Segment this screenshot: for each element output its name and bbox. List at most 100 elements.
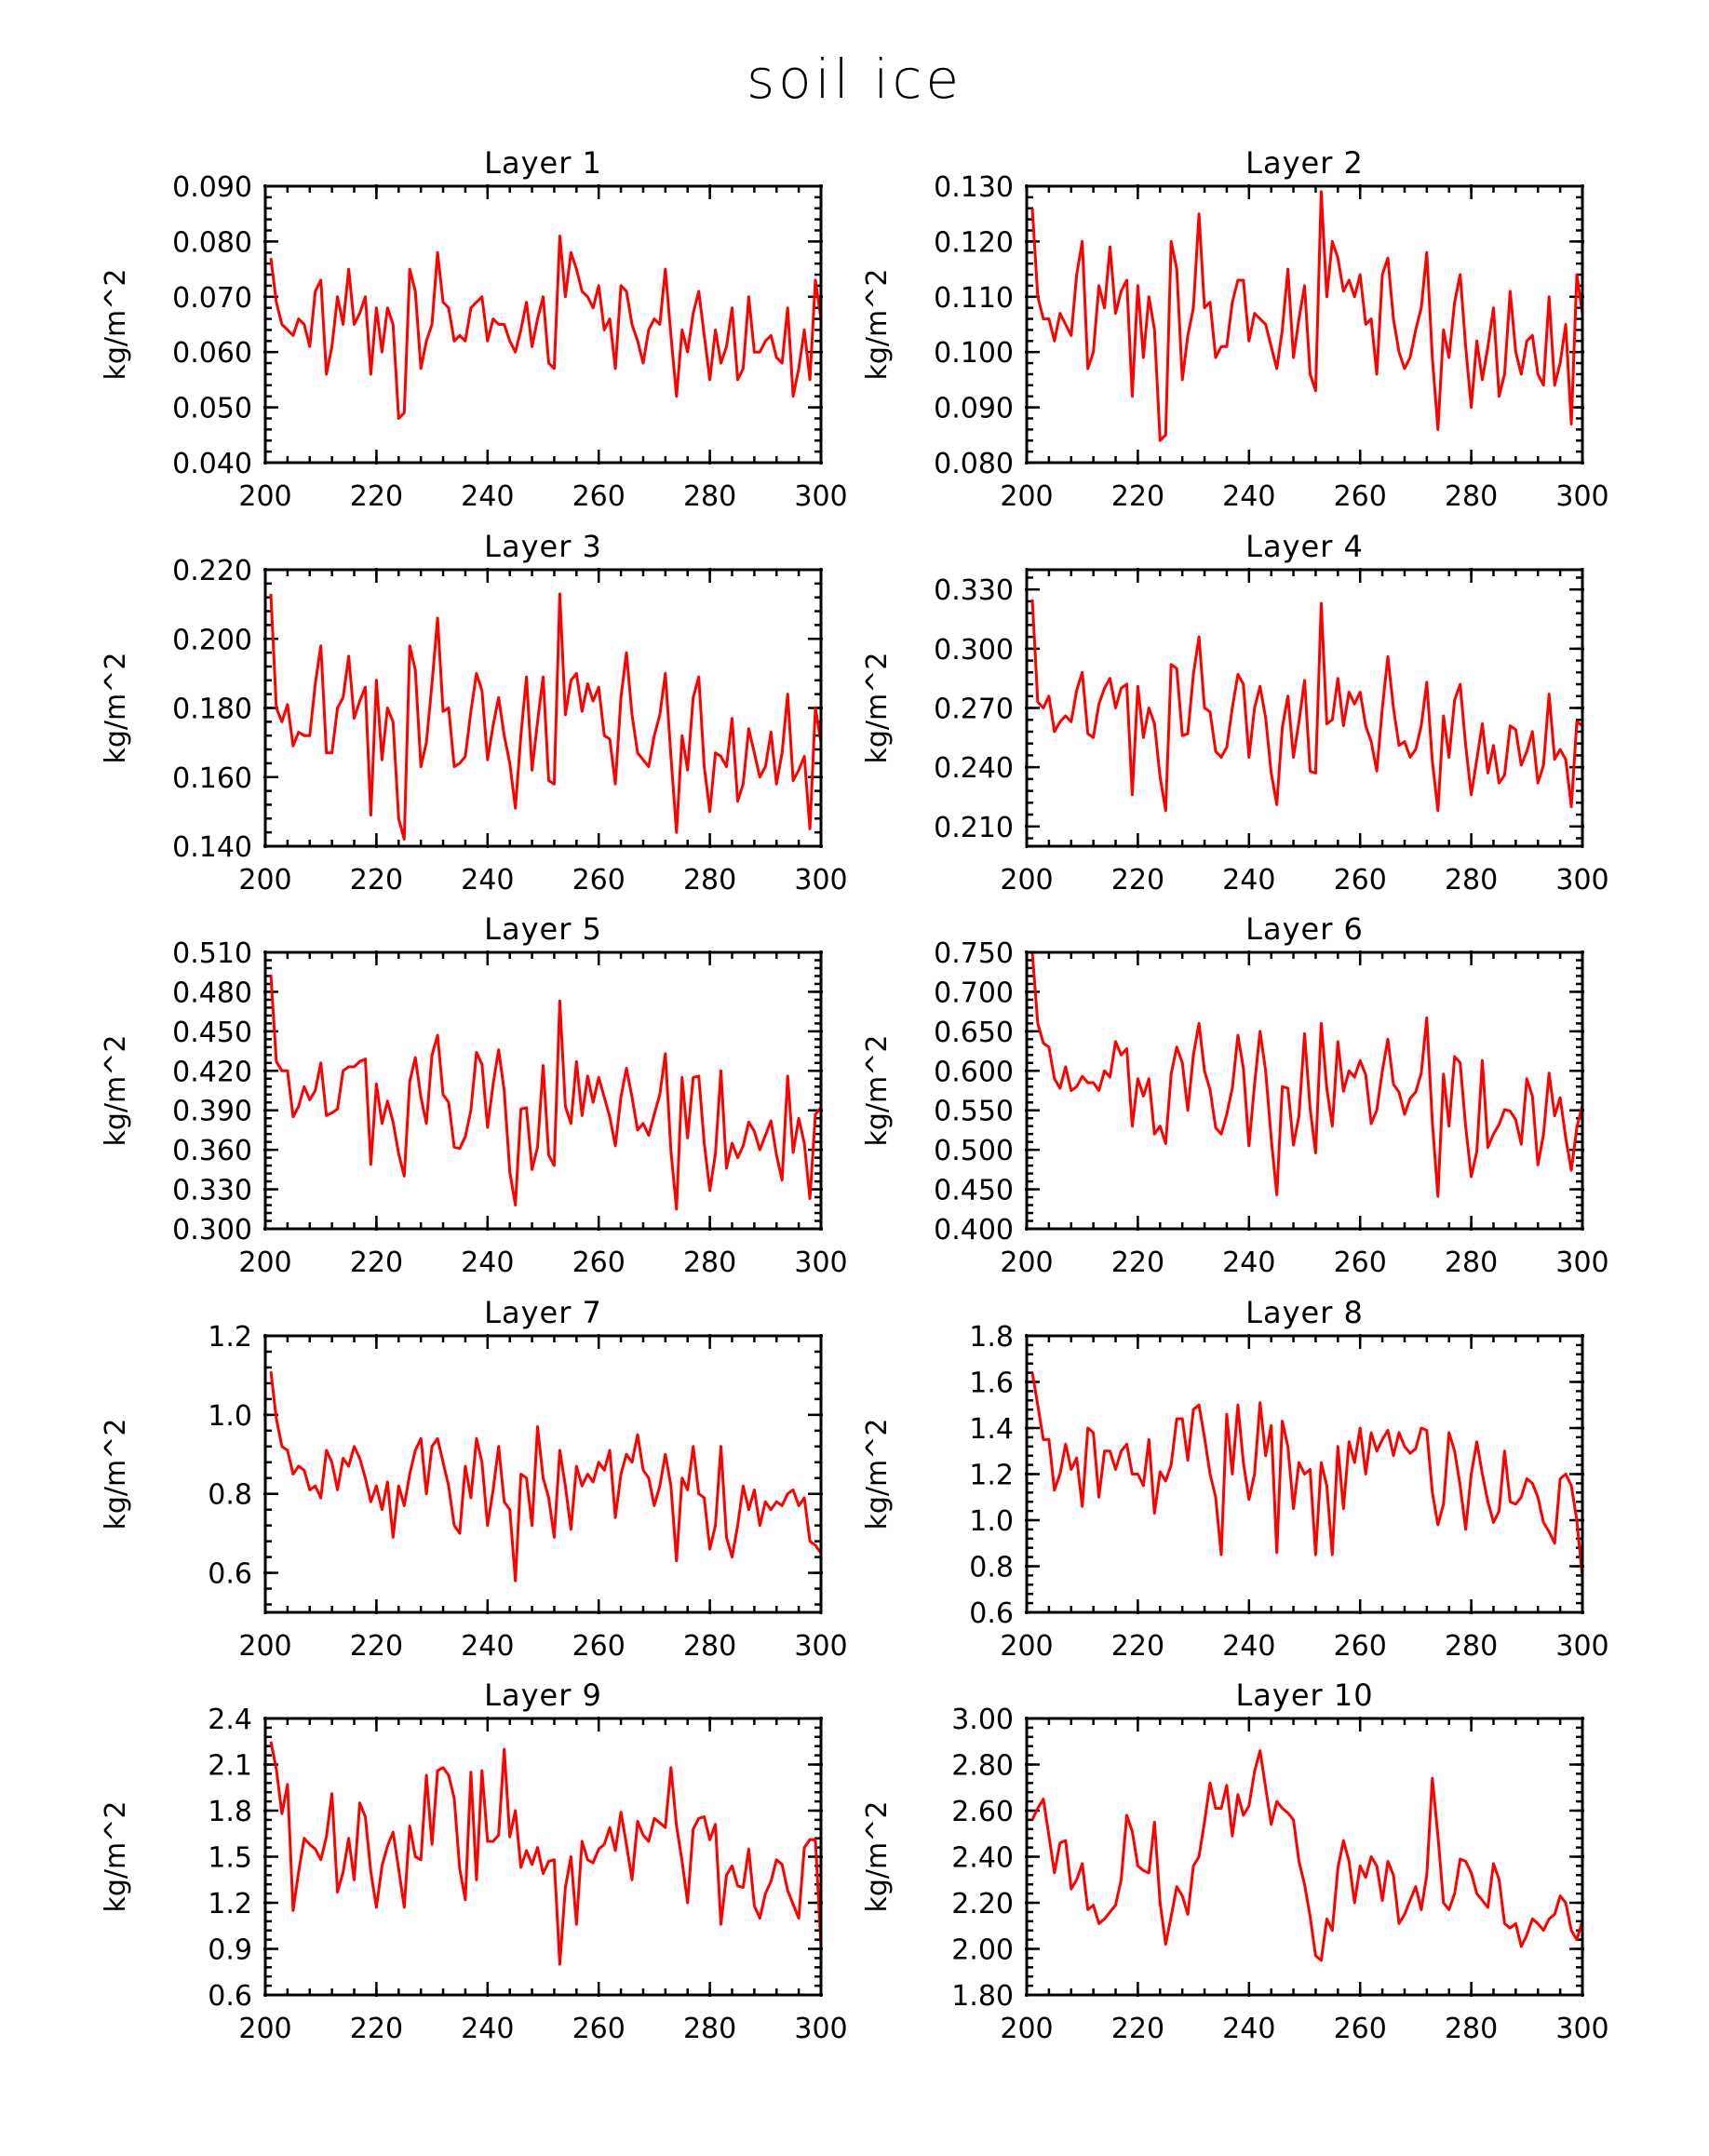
panel-6-xtick-label: 300 — [1555, 1246, 1608, 1279]
panel-6-xtick-label: 220 — [1111, 1246, 1164, 1279]
panel-4-xtick-label: 240 — [1222, 864, 1275, 896]
panel-5-ytick-label: 0.450 — [172, 1017, 252, 1049]
panel-4-xtick-label: 200 — [1000, 864, 1053, 896]
panel-8-xtick-label: 300 — [1555, 1630, 1608, 1663]
panel-5-title: Layer 5 — [484, 911, 602, 947]
panel-2-ytick-label: 0.130 — [934, 171, 1014, 204]
panel-1: Layer 1 kg/m^2 200 220 240 260 280 300 0.040 0.05… — [100, 145, 848, 513]
panel-8-xtick-label: 220 — [1111, 1630, 1164, 1663]
panel-10: Layer 10 kg/m^2 200 220 240 260 280 300 1.80 2.00… — [861, 1678, 1609, 2045]
panel-5-ytick-label: 0.330 — [172, 1175, 252, 1207]
panel-4-title: Layer 4 — [1245, 529, 1364, 564]
panel-10-xtick-label: 200 — [1000, 2013, 1053, 2045]
panel-3: Layer 3 kg/m^2 200 220 240 260 280 300 0.140 0.16… — [100, 529, 848, 896]
panel-2-title: Layer 2 — [1245, 145, 1364, 181]
panel-6-frame — [1025, 950, 1584, 1231]
panel-6: Layer 6 kg/m^2 200 220 240 260 280 300 0.400 0.45… — [861, 911, 1609, 1279]
panel-6-ytick-label: 0.550 — [934, 1096, 1014, 1128]
panel-2-ytick-label: 0.090 — [934, 393, 1014, 425]
panel-2-frame — [1025, 184, 1584, 465]
panel-5-ylabel: kg/m^2 — [100, 1035, 132, 1147]
panel-10-ytick-label: 1.80 — [951, 1980, 1014, 2013]
panel-4: Layer 4 kg/m^2 200 220 240 260 280 300 0.210 0.24… — [861, 529, 1609, 896]
panel-4-xtick-label: 300 — [1555, 864, 1608, 896]
panel-6-ylabel: kg/m^2 — [861, 1035, 894, 1147]
panel-1-title: Layer 1 — [484, 145, 602, 181]
panel-10-frame — [1025, 1717, 1584, 1997]
panel-5-ytick-label: 0.480 — [172, 977, 252, 1009]
figure-title: soil ice — [747, 47, 962, 111]
panel-9-frame — [263, 1717, 823, 1997]
panel-1-ytick-label: 0.050 — [172, 393, 252, 425]
panel-8-title: Layer 8 — [1245, 1295, 1364, 1330]
panel-2-xtick-label: 200 — [1000, 480, 1053, 513]
panel-7-frame — [263, 1334, 823, 1614]
panel-1-xtick-label: 280 — [683, 480, 736, 513]
panel-9-ytick-label: 1.2 — [208, 1888, 252, 1920]
panel-8-ylabel: kg/m^2 — [861, 1419, 894, 1530]
panel-1-xtick-label: 240 — [461, 480, 514, 513]
panel-1-series-line — [269, 235, 823, 420]
panel-9-ytick-label: 1.5 — [208, 1842, 252, 1875]
panel-7-ylabel: kg/m^2 — [100, 1419, 132, 1530]
panel-8-ytick-label: 1.6 — [969, 1368, 1014, 1400]
panel-5-xtick-label: 220 — [350, 1246, 403, 1279]
panel-10-ytick-label: 2.20 — [951, 1888, 1014, 1920]
panel-5: Layer 5 kg/m^2 200 220 240 260 280 300 0.300 0.33… — [100, 911, 848, 1279]
panel-5-xtick-label: 240 — [461, 1246, 514, 1279]
panel-9-series-line — [269, 1741, 823, 1966]
panel-4-ytick-label: 0.270 — [934, 694, 1014, 726]
panel-1-ytick-label: 0.080 — [172, 226, 252, 259]
panel-3-xtick-label: 220 — [350, 864, 403, 896]
panel-3-frame — [263, 568, 823, 848]
panel-5-xtick-label: 260 — [572, 1246, 626, 1279]
panel-6-ytick-label: 0.400 — [934, 1214, 1014, 1246]
panel-9-xtick-label: 220 — [350, 2013, 403, 2045]
panel-8-ytick-label: 1.2 — [969, 1460, 1014, 1492]
panel-3-title: Layer 3 — [484, 529, 602, 564]
panel-5-xtick-label: 300 — [794, 1246, 847, 1279]
panel-9-xtick-label: 240 — [461, 2013, 514, 2045]
panel-9-title: Layer 9 — [484, 1678, 602, 1713]
panel-9: Layer 9 kg/m^2 200 220 240 260 280 300 0.6 0.9 1.2… — [100, 1678, 848, 2045]
panel-6-xtick-label: 240 — [1222, 1246, 1275, 1279]
panel-4-ytick-label: 0.210 — [934, 812, 1014, 844]
panel-2-ytick-label: 0.080 — [934, 448, 1014, 480]
panel-4-ytick-label: 0.300 — [934, 634, 1014, 667]
panel-4-ytick-label: 0.240 — [934, 752, 1014, 785]
panel-8-ytick-label: 0.6 — [969, 1597, 1014, 1630]
panel-2-xtick-label: 280 — [1445, 480, 1498, 513]
panel-9-ylabel: kg/m^2 — [100, 1801, 132, 1913]
panel-8-ytick-label: 1.8 — [969, 1321, 1014, 1354]
panel-7-xtick-label: 280 — [683, 1630, 736, 1663]
panel-5-xtick-label: 280 — [683, 1246, 736, 1279]
panel-8-xtick-label: 200 — [1000, 1630, 1053, 1663]
panel-10-title: Layer 10 — [1235, 1678, 1373, 1713]
panel-3-ytick-label: 0.180 — [172, 694, 252, 726]
panel-4-series-line — [1030, 599, 1583, 813]
panel-7-ytick-label: 0.8 — [208, 1479, 252, 1512]
panel-3-ytick-label: 0.140 — [172, 831, 252, 864]
panel-2-ylabel: kg/m^2 — [861, 269, 894, 381]
panel-7-xtick-label: 220 — [350, 1630, 403, 1663]
panel-5-ytick-label: 0.390 — [172, 1096, 252, 1128]
panel-8-xtick-label: 260 — [1334, 1630, 1387, 1663]
panel-2-ytick-label: 0.110 — [934, 282, 1014, 315]
panel-9-ytick-label: 2.4 — [208, 1704, 252, 1736]
panel-1-frame — [263, 184, 823, 465]
panel-8-series-line — [1030, 1372, 1584, 1579]
panel-2-ytick-label: 0.120 — [934, 226, 1014, 259]
panel-4-frame — [1025, 568, 1584, 848]
panel-1-xtick-label: 200 — [238, 480, 291, 513]
panel-1-ytick-label: 0.060 — [172, 337, 252, 370]
panel-9-ytick-label: 0.9 — [208, 1934, 252, 1967]
panel-4-xtick-label: 220 — [1111, 864, 1164, 896]
panel-9-ytick-label: 1.8 — [208, 1796, 252, 1828]
panel-grid: Layer 1 kg/m^2 200 220 240 260 280 300 0.040 0.05… — [100, 145, 1609, 2045]
panel-7-ytick-label: 1.2 — [208, 1321, 252, 1354]
panel-10-ytick-label: 2.60 — [951, 1796, 1014, 1828]
panel-5-series-line — [269, 974, 823, 1211]
panel-1-ytick-label: 0.090 — [172, 171, 252, 204]
panel-4-xtick-label: 280 — [1445, 864, 1498, 896]
panel-1-xtick-label: 300 — [794, 480, 847, 513]
